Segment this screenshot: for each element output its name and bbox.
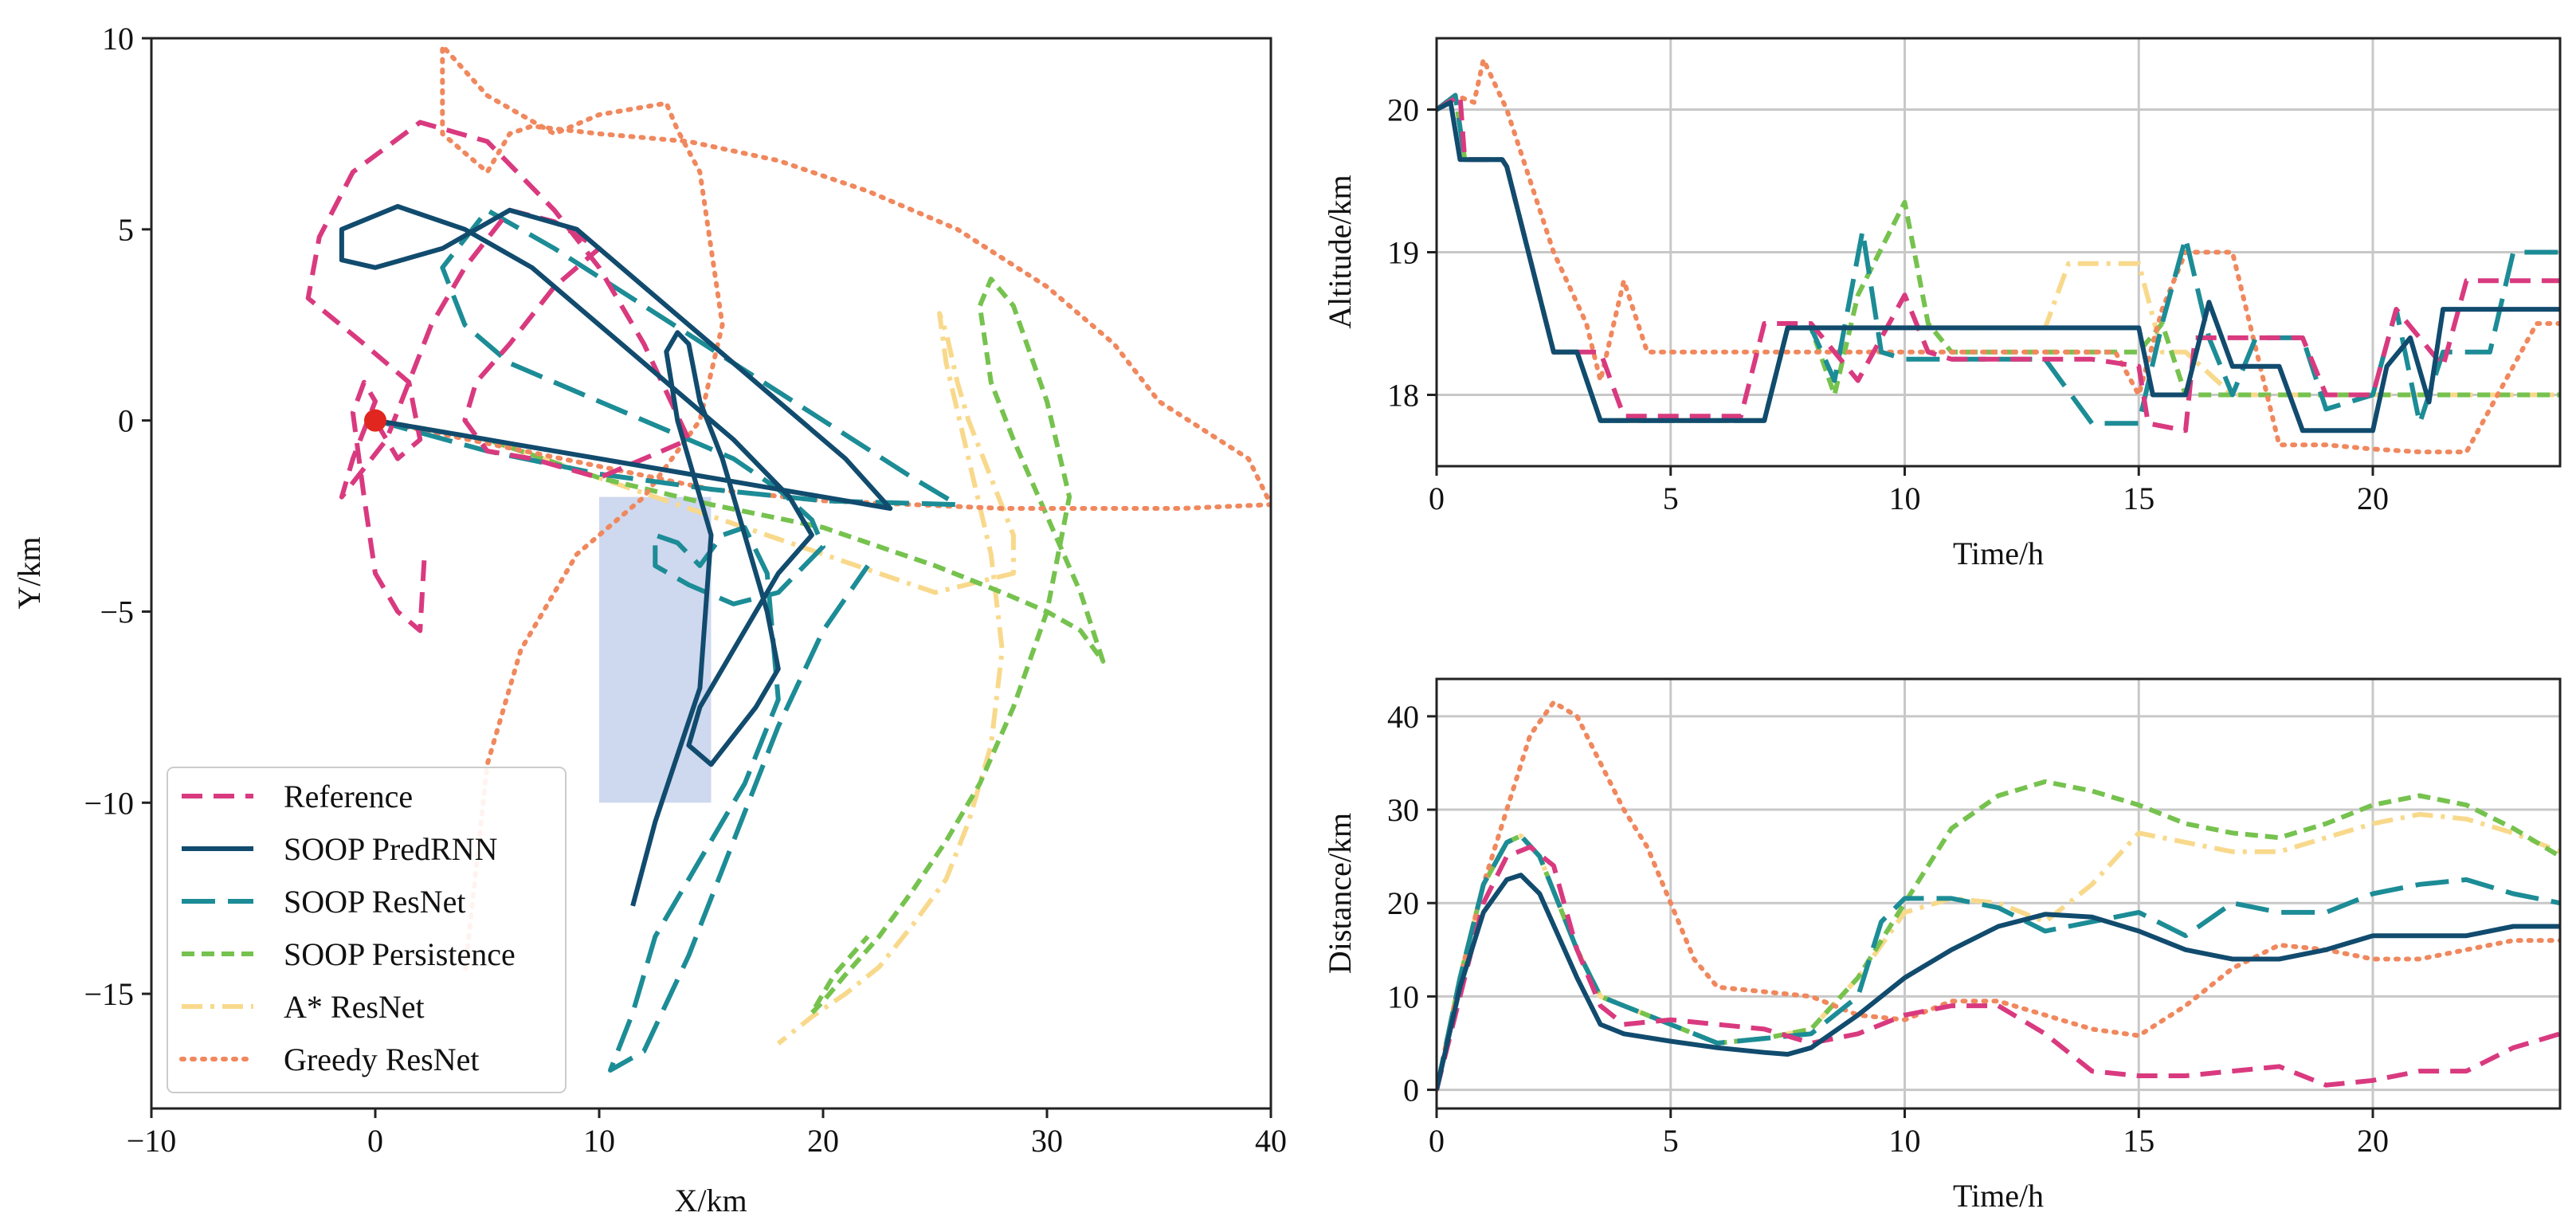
trajectory-series-astar	[374, 311, 1016, 1046]
trajectory-series-resnet	[374, 207, 960, 1073]
trajectory-frame	[150, 37, 1272, 1110]
distance-xtick-label: 10	[1889, 1123, 1921, 1159]
altitude-series-predrnn	[1437, 100, 2560, 434]
altitude-xlabel: Time/h	[1953, 536, 2044, 571]
distance-ytick-label: 0	[1403, 1073, 1419, 1108]
trajectory-ytick-label: 0	[118, 403, 134, 439]
trajectory-xtick-label: 20	[807, 1123, 839, 1159]
legend-entry-soop-persistence: SOOP Persistence	[182, 936, 516, 972]
trajectory-ylabel: Y/km	[11, 536, 47, 609]
distance-panel: 0 5 10 15 20 0 10 20 30 40 Time/h Distance/km	[1322, 677, 2562, 1214]
trajectory-series-greedy	[373, 43, 1271, 978]
distance-ylabel: Distance/km	[1322, 813, 1358, 974]
distance-series-reference	[1437, 844, 2560, 1091]
altitude-xtick-label: 0	[1429, 481, 1445, 516]
legend: Reference SOOP PredRNN SOOP ResNet SOOP …	[167, 767, 567, 1093]
distance-ytick-label: 10	[1387, 979, 1419, 1014]
legend-label-astar-resnet: A* ResNet	[284, 989, 425, 1025]
altitude-series-persistence	[1437, 92, 2560, 423]
trajectory-series-persistence	[374, 277, 1106, 1016]
trajectory-xtick-label: 10	[583, 1123, 615, 1159]
altitude-panel: 0 5 10 15 20 18 19 20 Time/h Altitude/km	[1322, 37, 2562, 571]
distance-series-resnet	[1437, 833, 2560, 1091]
legend-entry-astar-resnet: A* ResNet	[182, 989, 425, 1025]
altitude-xtick-label: 10	[1889, 481, 1921, 516]
trajectory-xlabel: X/km	[674, 1183, 747, 1218]
trajectory-panel: −10 0 10 20 30 40 −15 −10 −5 0 5 10 X/km Y/km Refer…	[11, 21, 1287, 1218]
trajectory-ytick-label: 5	[118, 212, 134, 248]
legend-entry-soop-predrnn: SOOP PredRNN	[182, 831, 498, 867]
distance-series-persistence	[1437, 779, 2560, 1091]
legend-entry-greedy-resnet: Greedy ResNet	[179, 1042, 479, 1077]
trajectory-xtick-label: 0	[367, 1123, 383, 1159]
trajectory-xtick-label: 30	[1031, 1123, 1063, 1159]
distance-xtick-label: 15	[2123, 1123, 2155, 1159]
altitude-xtick-label: 20	[2357, 481, 2389, 516]
legend-box	[167, 767, 567, 1093]
altitude-ytick-label: 18	[1387, 378, 1419, 414]
legend-label-reference: Reference	[284, 779, 413, 814]
trajectory-series-reference	[305, 120, 692, 634]
start-point	[364, 409, 386, 432]
trajectory-ytick-label: −15	[84, 976, 134, 1012]
trajectory-xtick-label: −10	[127, 1123, 177, 1159]
distance-ytick-label: 20	[1387, 885, 1419, 921]
distance-ytick-label: 40	[1387, 699, 1419, 735]
legend-label-soop-persistence: SOOP Persistence	[284, 936, 516, 972]
trajectory-xtick-label: 40	[1255, 1123, 1287, 1159]
trajectory-ytick-label: −10	[84, 785, 134, 821]
altitude-ytick-label: 19	[1387, 235, 1419, 271]
distance-xtick-label: 5	[1663, 1123, 1679, 1159]
legend-label-greedy-resnet: Greedy ResNet	[284, 1042, 479, 1077]
distance-series-predrnn	[1437, 873, 2560, 1091]
distance-xtick-label: 0	[1429, 1123, 1445, 1159]
legend-entry-soop-resnet: SOOP ResNet	[182, 884, 466, 920]
altitude-ytick-label: 20	[1387, 92, 1419, 128]
legend-label-soop-resnet: SOOP ResNet	[284, 884, 466, 920]
trajectory-ytick-label: 10	[102, 21, 134, 57]
distance-ytick-label: 30	[1387, 792, 1419, 828]
target-region	[599, 496, 712, 803]
altitude-xtick-label: 15	[2123, 481, 2155, 516]
altitude-series-greedy	[1437, 57, 2560, 455]
distance-xtick-label: 20	[2357, 1123, 2389, 1159]
legend-label-soop-predrnn: SOOP PredRNN	[284, 831, 498, 867]
trajectory-series-predrnn	[339, 204, 893, 907]
legend-entry-reference: Reference	[182, 779, 413, 814]
altitude-ylabel: Altitude/km	[1322, 175, 1358, 328]
distance-xlabel: Time/h	[1953, 1178, 2044, 1214]
altitude-xtick-label: 5	[1663, 481, 1679, 516]
trajectory-ytick-label: −5	[100, 594, 134, 630]
distance-frame	[1435, 677, 2562, 1110]
